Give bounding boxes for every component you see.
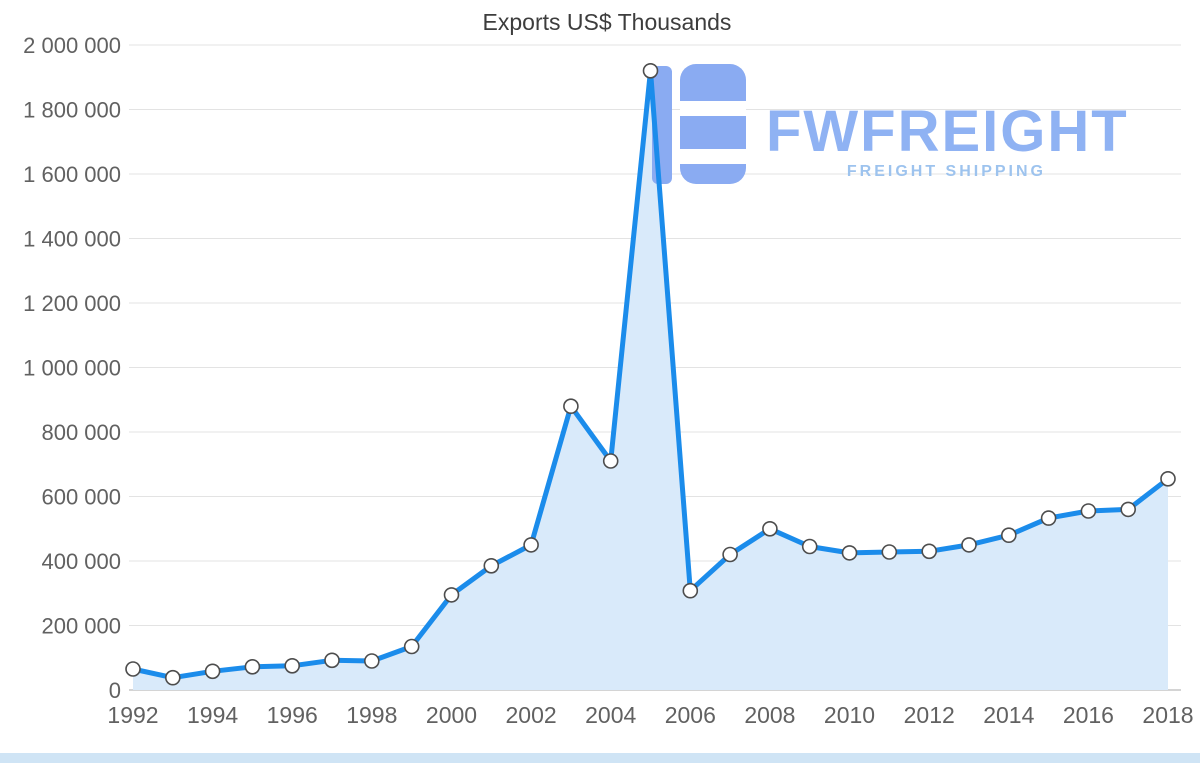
data-point-marker[interactable] — [841, 545, 858, 561]
fwfreight-logo-tagline: FREIGHT SHIPPING — [847, 163, 1046, 180]
x-tick-label: 2008 — [744, 702, 795, 728]
data-point-marker[interactable] — [961, 537, 977, 553]
data-point-marker[interactable] — [682, 582, 699, 599]
area-fill-path — [133, 70, 1168, 691]
y-axis-labels: 0 200 000 400 000 600 000 800 000 1 000 000 1 … — [23, 33, 121, 703]
data-point-marker[interactable] — [324, 652, 340, 669]
data-point-marker[interactable] — [921, 543, 938, 560]
data-point-marker[interactable] — [801, 538, 818, 555]
y-tick-label: 1 600 000 — [23, 162, 121, 187]
data-point-marker[interactable] — [523, 537, 539, 553]
y-tick-label: 0 — [109, 678, 121, 703]
data-point-marker[interactable] — [563, 398, 579, 415]
data-point-marker[interactable] — [204, 663, 221, 680]
data-point-marker[interactable] — [642, 63, 659, 79]
data-point-marker[interactable] — [1000, 527, 1017, 544]
footer-bar — [0, 753, 1200, 763]
data-point-marker[interactable] — [762, 520, 778, 537]
data-point-marker[interactable] — [722, 546, 738, 563]
x-tick-label: 1996 — [267, 702, 318, 728]
x-tick-label: 2016 — [1063, 702, 1114, 728]
chart-title: Exports US$ Thousands — [483, 9, 732, 35]
x-tick-label: 2002 — [506, 702, 557, 728]
x-tick-label: 2014 — [983, 702, 1034, 728]
x-tick-label: 2010 — [824, 702, 875, 728]
y-tick-label: 1 000 000 — [23, 356, 121, 381]
x-tick-label: 2012 — [904, 702, 955, 728]
x-tick-label: 1994 — [187, 702, 238, 728]
data-point-marker[interactable] — [1040, 510, 1057, 526]
data-point-marker[interactable] — [1080, 503, 1097, 519]
x-tick-label: 2004 — [585, 702, 636, 728]
x-tick-label: 1998 — [346, 702, 397, 728]
y-tick-label: 2 000 000 — [23, 33, 121, 58]
data-point-marker[interactable] — [881, 544, 898, 560]
fwfreight-logo-text: FWFREIGHT — [766, 99, 1129, 164]
data-point-marker[interactable] — [284, 657, 301, 674]
y-tick-label: 200 000 — [41, 614, 121, 639]
x-tick-label: 2018 — [1142, 702, 1193, 728]
data-point-marker[interactable] — [1160, 470, 1176, 487]
data-point-marker[interactable] — [602, 453, 619, 469]
data-point-marker[interactable] — [443, 587, 460, 603]
y-tick-label: 1 400 000 — [23, 227, 121, 252]
data-point-marker[interactable] — [1120, 501, 1136, 518]
x-tick-label: 1992 — [107, 702, 158, 728]
y-tick-label: 1 200 000 — [23, 291, 121, 316]
data-point-markers — [125, 63, 1176, 686]
data-point-marker[interactable] — [483, 557, 500, 574]
y-tick-label: 800 000 — [41, 420, 121, 445]
x-axis-labels: 1992 1994 1996 1998 2000 2002 2004 2006 2008 2010… — [107, 702, 1193, 728]
x-tick-label: 2000 — [426, 702, 477, 728]
x-tick-label: 2006 — [665, 702, 716, 728]
data-point-marker[interactable] — [125, 661, 141, 677]
y-tick-label: 1 800 000 — [23, 98, 121, 123]
data-point-marker[interactable] — [165, 669, 181, 686]
fwfreight-logo-icon — [652, 64, 746, 184]
area-fill — [133, 70, 1168, 691]
y-tick-label: 600 000 — [41, 485, 121, 510]
data-point-marker[interactable] — [244, 658, 261, 675]
data-point-marker[interactable] — [363, 653, 380, 669]
data-point-marker[interactable] — [403, 638, 420, 655]
y-tick-label: 400 000 — [41, 549, 121, 574]
